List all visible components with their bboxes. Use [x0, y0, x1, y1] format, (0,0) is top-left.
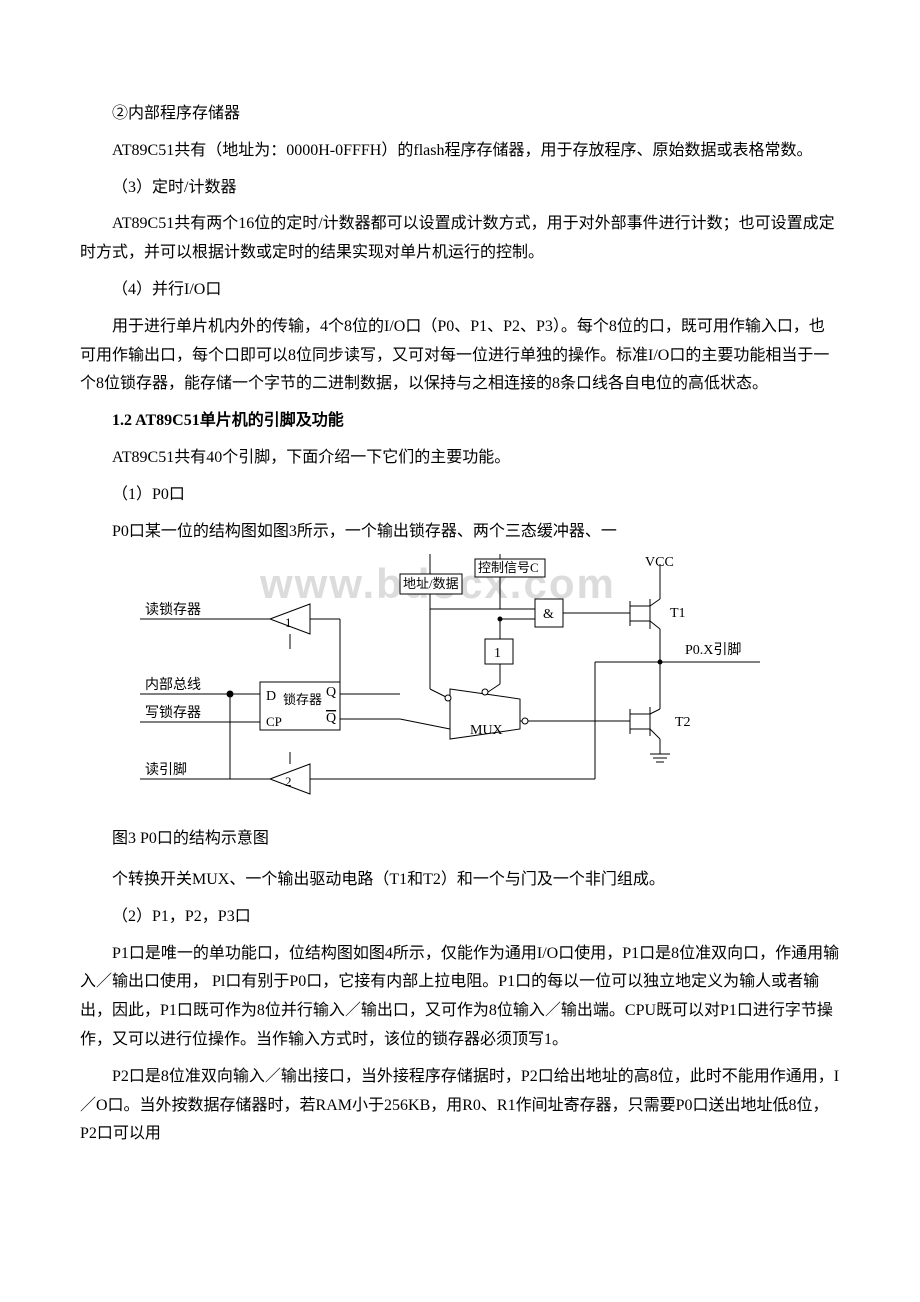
label-not-one: 1 — [494, 646, 501, 661]
para-p2-body: P2口是8位准双向输入／输出接口，当外接程序存储据时，P2口给出地址的高8位，此… — [80, 1063, 840, 1149]
para-io-body: 用于进行单片机内外的传输，4个8位的I/O口（P0、P1、P2、P3）。每个8位… — [80, 313, 840, 399]
para-p0-continued: 个转换开关MUX、一个输出驱动电路（T1和T2）和一个与门及一个非门组成。 — [80, 866, 840, 895]
label-mux: MUX — [470, 723, 503, 738]
label-vcc: VCC — [645, 555, 674, 570]
para-timer-body: AT89C51共有两个16位的定时/计数器都可以设置成计数方式，用于对外部事件进… — [80, 210, 840, 268]
label-write-latch: 写锁存器 — [145, 705, 201, 721]
label-buf1: 1 — [285, 615, 292, 630]
label-buf2: 2 — [285, 774, 292, 789]
label-qbar: Q — [326, 711, 336, 726]
para-timer-title: （3）定时/计数器 — [80, 174, 840, 203]
label-ctrl-c: 控制信号C — [478, 560, 539, 575]
p0-diagram-svg: 地址/数据 控制信号C VCC & 1 T1 T2 P0.X引脚 MUX 读锁存… — [140, 554, 780, 804]
para-p0-intro: P0口某一位的结构图如图3所示，一个输出锁存器、两个三态缓冲器、一 — [80, 518, 840, 547]
para-io-title: （4）并行I/O口 — [80, 276, 840, 305]
para-internal-rom-body: AT89C51共有（地址为：0000H-0FFFH）的flash程序存储器，用于… — [80, 137, 840, 166]
label-read-latch: 读锁存器 — [145, 601, 201, 618]
label-latch: 锁存器 — [283, 692, 322, 707]
para-internal-rom-title: ②内部程序存储器 — [80, 100, 840, 129]
para-p0-title: （1）P0口 — [80, 481, 840, 510]
label-q: Q — [326, 685, 336, 700]
para-p1-body: P1口是唯一的单功能口，位结构图如图4所示，仅能作为通用I/O口使用，P1口是8… — [80, 940, 840, 1055]
p0-structure-diagram: www.bdocx.com — [140, 554, 840, 815]
para-p123-title: （2）P1，P2，P3口 — [80, 903, 840, 932]
label-t1: T1 — [670, 606, 686, 621]
label-addr-data: 地址/数据 — [403, 576, 459, 591]
label-internal-bus: 内部总线 — [145, 677, 201, 693]
figure-3-caption: 图3 P0口的结构示意图 — [80, 825, 840, 854]
label-cp: CP — [266, 714, 282, 729]
para-40pins: AT89C51共有40个引脚，下面介绍一下它们的主要功能。 — [80, 444, 840, 473]
document-page: ②内部程序存储器 AT89C51共有（地址为：0000H-0FFFH）的flas… — [0, 0, 920, 1217]
label-p0x: P0.X引脚 — [685, 642, 741, 658]
label-d: D — [266, 689, 276, 704]
label-t2: T2 — [675, 715, 691, 730]
heading-1-2: 1.2 AT89C51单片机的引脚及功能 — [80, 407, 840, 436]
label-and: & — [543, 607, 554, 622]
label-read-pin: 读引脚 — [145, 761, 187, 778]
